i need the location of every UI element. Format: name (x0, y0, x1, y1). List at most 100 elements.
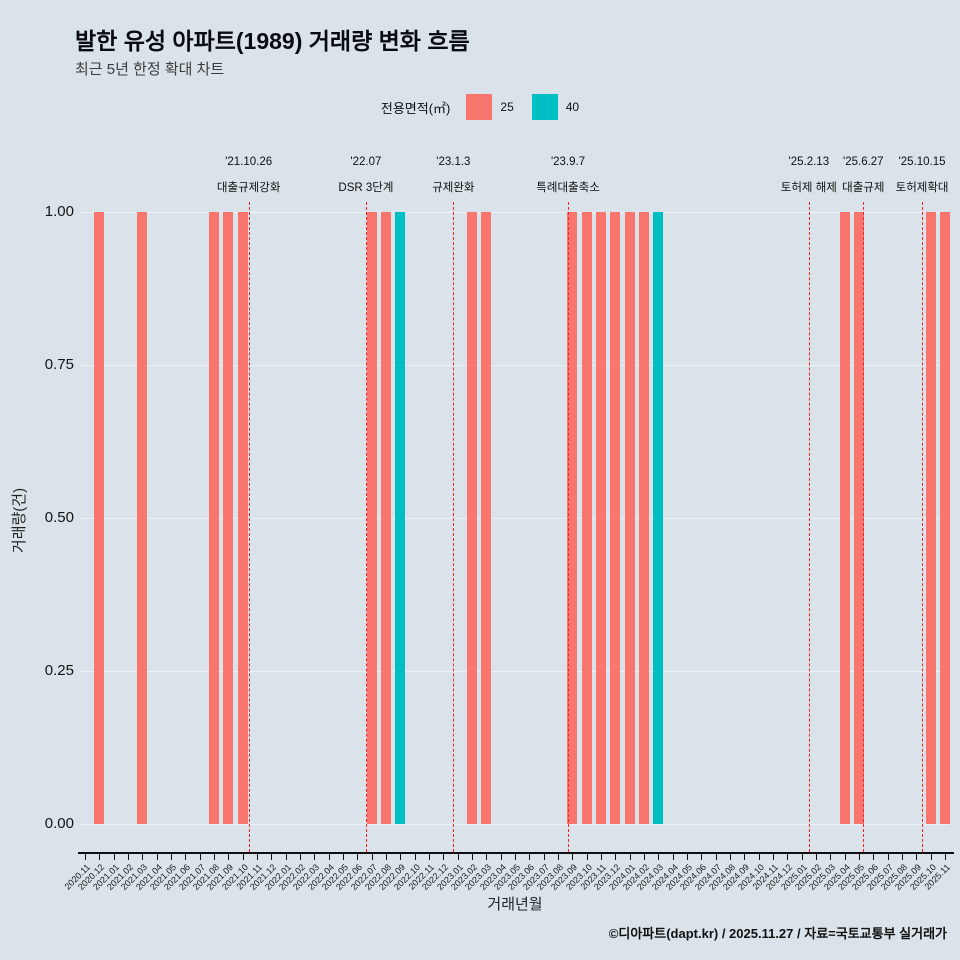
x-tick (328, 854, 330, 860)
x-tick (758, 854, 760, 860)
bar-40 (395, 212, 406, 824)
x-tick (916, 854, 918, 860)
bar-25 (223, 212, 234, 824)
event-line (808, 202, 810, 852)
event-line (365, 202, 367, 852)
y-tick-label: 0.00 (44, 815, 74, 832)
y-gridline (80, 823, 950, 825)
legend-swatch-40 (531, 94, 558, 120)
x-tick (486, 854, 488, 860)
bar-25 (581, 212, 592, 824)
y-tick-label: 0.25 (44, 662, 74, 679)
x-tick (730, 854, 731, 860)
x-tick (773, 854, 774, 860)
bar-25 (381, 212, 391, 824)
legend: 전용면적(㎡) 25 40 (0, 94, 960, 120)
legend-item-label: 40 (565, 100, 580, 114)
x-tick (271, 854, 273, 860)
x-tick (429, 854, 430, 860)
x-tick (443, 854, 445, 860)
y-gridline (80, 211, 950, 213)
x-tick (357, 854, 359, 860)
legend-swatch-25 (466, 94, 493, 120)
x-tick (414, 854, 416, 860)
x-tick (371, 854, 373, 860)
x-tick (99, 854, 101, 860)
event-annotation-label: 대출규제 (842, 182, 885, 194)
x-tick (171, 854, 172, 860)
x-tick (586, 854, 588, 860)
x-tick (228, 854, 230, 860)
event-annotation-date: '25.2.13 (788, 156, 830, 168)
x-tick (199, 854, 201, 860)
footer-credit: ©디아파트(dapt.kr) / 2025.11.27 / 자료=국토교통부 실… (608, 926, 947, 941)
event-annotation-label: 토허제 해제 (780, 182, 837, 194)
bar-25 (481, 212, 492, 824)
x-axis-line (78, 852, 954, 854)
bar-25 (639, 212, 649, 824)
event-line (568, 202, 570, 852)
event-annotation-label: 대출규제강화 (216, 182, 281, 194)
x-tick (314, 854, 316, 860)
y-gridline (80, 670, 950, 672)
x-tick (859, 854, 860, 860)
y-gridline (80, 517, 950, 519)
x-tick (242, 854, 244, 860)
bar-25 (925, 212, 936, 824)
legend-item-label: 25 (500, 100, 514, 114)
x-tick (629, 854, 631, 860)
x-tick (902, 854, 903, 860)
event-annotation-label: 규제완화 (432, 182, 475, 194)
event-line (863, 202, 865, 852)
x-tick (672, 854, 674, 860)
y-tick-label: 1.00 (44, 203, 74, 220)
x-tick (801, 854, 803, 860)
x-tick (285, 854, 287, 860)
x-tick (873, 854, 875, 860)
bar-25 (854, 212, 864, 824)
x-tick (386, 854, 387, 860)
x-tick (472, 854, 473, 860)
bar-25 (610, 212, 621, 824)
bar-25 (940, 212, 950, 824)
x-tick (658, 854, 660, 860)
event-annotation-date: '21.10.26 (225, 156, 273, 168)
legend-title: 전용면적(㎡) (380, 100, 451, 116)
x-tick (156, 854, 158, 860)
event-annotation-label: DSR 3단계 (338, 182, 394, 194)
x-tick (701, 854, 703, 860)
x-tick (457, 854, 459, 860)
bar-25 (366, 212, 377, 824)
bar-25 (596, 212, 606, 824)
x-tick (85, 854, 86, 860)
x-tick (830, 854, 832, 860)
bar-25 (137, 212, 148, 824)
legend-item-40: 40 (531, 94, 580, 120)
x-tick (715, 854, 717, 860)
x-tick (572, 854, 574, 860)
chart-title: 발한 유성 아파트(1989) 거래량 변화 흐름 (75, 28, 470, 54)
event-line (248, 202, 250, 852)
bar-25 (209, 212, 219, 824)
x-tick (214, 854, 215, 860)
bar-40 (653, 212, 664, 824)
x-tick (816, 854, 817, 860)
x-tick (343, 854, 344, 860)
x-tick (300, 854, 301, 860)
y-tick-label: 0.75 (44, 356, 74, 373)
event-line (922, 202, 924, 852)
legend-item-25: 25 (466, 94, 514, 120)
event-annotation-label: 특례대출축소 (536, 182, 600, 194)
event-annotation-date: '22.07 (350, 156, 382, 168)
bar-25 (624, 212, 635, 824)
x-tick (529, 854, 531, 860)
x-tick (543, 854, 545, 860)
x-tick (128, 854, 129, 860)
x-tick (558, 854, 559, 860)
event-annotation-label: 토허제확대 (895, 182, 949, 194)
x-tick (500, 854, 502, 860)
bar-25 (467, 212, 477, 824)
x-tick (615, 854, 617, 860)
x-tick (185, 854, 187, 860)
